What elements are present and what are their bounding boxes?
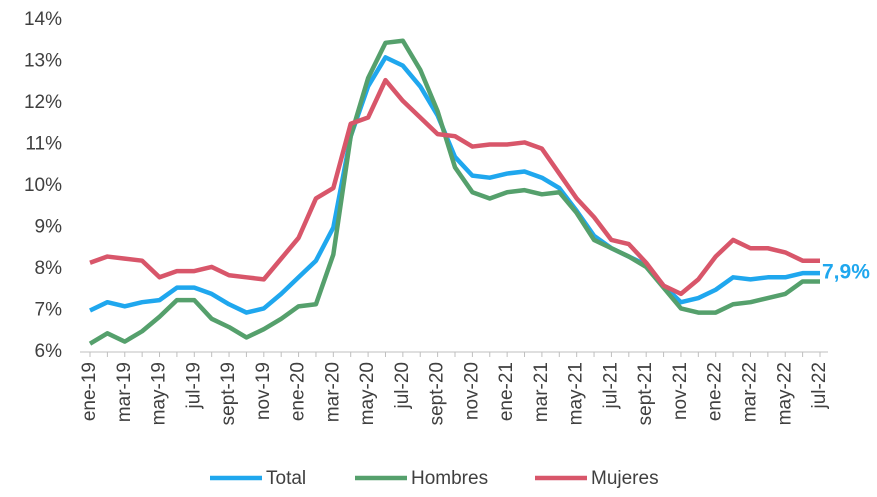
data-label: 7,9% <box>822 261 870 284</box>
x-tick-label: may-19 <box>149 362 170 425</box>
x-tick-label: sept-21 <box>635 362 656 425</box>
line-series <box>89 55 820 315</box>
legend-label: Hombres <box>411 468 488 489</box>
x-tick-label: may-21 <box>566 362 587 425</box>
x-tick-label: nov-19 <box>253 362 274 420</box>
y-tick-label: 8% <box>35 258 63 279</box>
y-tick-label: 10% <box>24 175 62 196</box>
legend-label: Total <box>266 468 306 489</box>
y-tick-label: 12% <box>24 92 62 113</box>
y-tick-label: 11% <box>25 134 62 155</box>
line-series <box>89 77 820 297</box>
x-tick-label: ene-20 <box>288 362 309 421</box>
x-tick-label: ene-19 <box>79 362 100 421</box>
y-tick-label: 9% <box>35 217 63 238</box>
x-tick-label: mar-21 <box>531 362 552 422</box>
x-tick-label: ene-21 <box>496 362 517 421</box>
x-tick-label: jul-21 <box>600 362 621 409</box>
x-tick-label: ene-22 <box>705 362 726 421</box>
x-tick-label: mar-22 <box>739 362 760 422</box>
x-tick-label: nov-20 <box>461 362 482 420</box>
y-tick-label: 14% <box>24 9 62 30</box>
x-tick-label: sept-20 <box>427 362 448 425</box>
x-tick-label: jul-19 <box>183 362 204 409</box>
y-tick-label: 6% <box>35 341 63 362</box>
y-tick-label: 13% <box>24 51 62 72</box>
x-tick-label: mar-19 <box>114 362 135 422</box>
x-tick-label: nov-21 <box>670 362 691 420</box>
line-series <box>88 38 820 346</box>
y-tick-label: 7% <box>35 300 63 321</box>
x-tick-label: mar-20 <box>322 362 343 422</box>
x-tick-label: jul-20 <box>392 362 413 409</box>
x-tick-label: jul-22 <box>809 362 830 409</box>
x-tick-label: sept-19 <box>218 362 239 425</box>
x-tick-label: may-22 <box>774 362 795 425</box>
legend-label: Mujeres <box>591 468 659 489</box>
x-tick-label: may-20 <box>357 362 378 425</box>
